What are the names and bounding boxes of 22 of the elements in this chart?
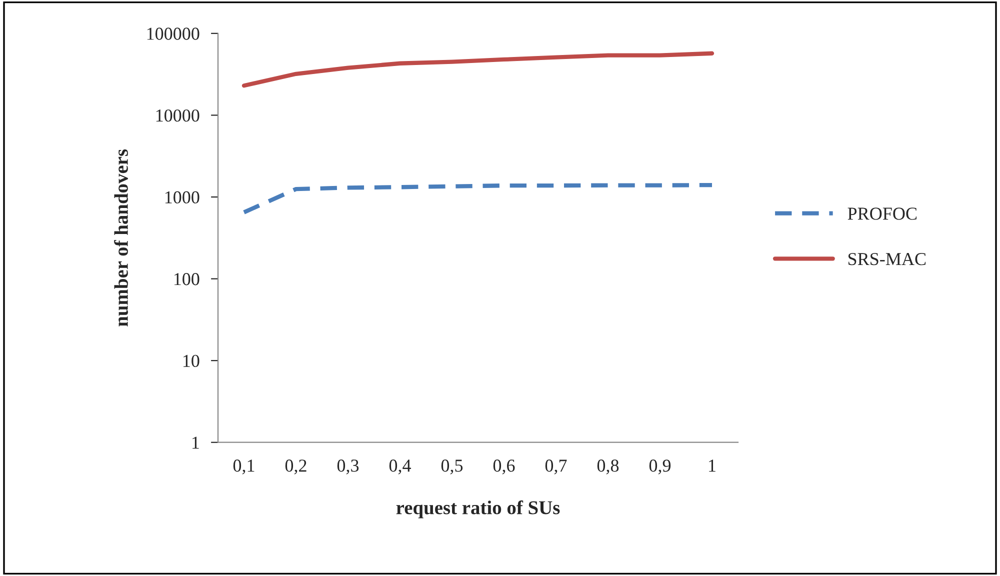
x-tick-label: 1 xyxy=(709,460,716,472)
line-series xyxy=(242,182,714,214)
legend-label: PROFOC xyxy=(848,208,917,220)
x-tick-label: 0,1 xyxy=(233,460,254,474)
x-tick-label: 0,4 xyxy=(389,460,412,474)
y-tick-label: 10000 xyxy=(156,109,200,122)
y-tick-label: 100 xyxy=(174,273,200,286)
x-tick-label: 0,2 xyxy=(285,460,306,474)
x-tick-label: 0,5 xyxy=(441,460,463,474)
line-series xyxy=(242,51,714,88)
x-tick-label: 0,3 xyxy=(337,460,359,474)
x-tick-label: 0,8 xyxy=(597,460,619,474)
y-tick-label: 1 xyxy=(192,436,199,449)
y-tick-label: 100000 xyxy=(147,28,200,40)
legend-label: SRS-MAC xyxy=(848,253,926,266)
x-tick-label: 0,9 xyxy=(649,460,671,474)
x-tick-label: 0,6 xyxy=(493,460,515,474)
x-tick-label: 0,7 xyxy=(545,460,567,474)
y-tick-label: 10 xyxy=(183,354,200,368)
x-axis-title: request ratio of SUs xyxy=(396,500,560,518)
y-tick-label: 1000 xyxy=(165,191,200,204)
y-axis-title: number of handovers xyxy=(114,149,128,326)
